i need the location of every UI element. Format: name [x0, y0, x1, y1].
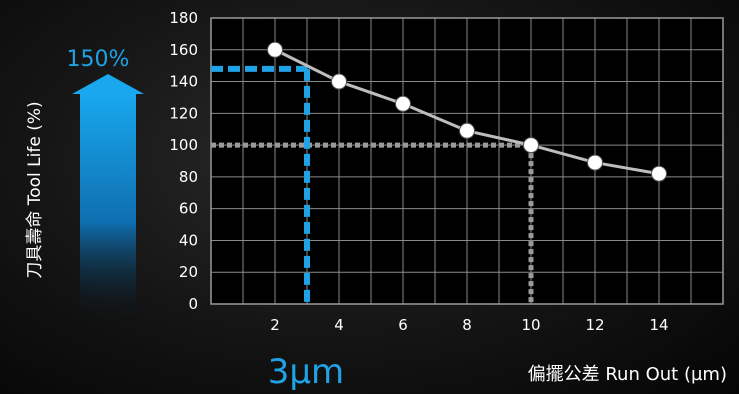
x-tick-label: 10 [521, 316, 540, 334]
x-tick-labels: 2 4 6 8 10 12 14 [270, 316, 668, 334]
x-tick-label: 8 [462, 316, 472, 334]
y-tick-label: 160 [169, 41, 198, 59]
highlight-percent: 150% [67, 47, 130, 72]
x-tick-label: 4 [334, 316, 344, 334]
x-tick-label: 2 [270, 316, 280, 334]
y-tick-label: 180 [169, 9, 198, 27]
y-tick-label: 40 [179, 231, 198, 249]
data-point [459, 122, 475, 139]
x-axis-label: 偏擺公差 Run Out (µm) [528, 364, 727, 385]
y-tick-label: 80 [179, 168, 198, 186]
data-point [523, 137, 539, 154]
data-point [331, 73, 347, 90]
data-point [267, 41, 283, 58]
data-point [651, 165, 667, 182]
y-tick-label: 140 [169, 73, 198, 91]
plot-border [210, 17, 724, 305]
y-tick-label: 60 [179, 200, 198, 218]
x-tick-label: 12 [585, 316, 604, 334]
y-tick-label: 100 [169, 136, 198, 154]
y-tick-label: 20 [179, 263, 198, 281]
x-tick-label: 6 [398, 316, 408, 334]
reference-guides [211, 65, 534, 304]
highlight-runout: 3µm [268, 352, 344, 392]
up-arrow-icon [72, 74, 144, 328]
data-point [395, 95, 411, 112]
y-tick-labels: 0 20 40 60 80 100 120 140 160 180 [169, 9, 198, 313]
y-tick-label: 0 [188, 295, 198, 313]
y-tick-label: 120 [169, 104, 198, 122]
data-point [587, 154, 603, 171]
data-points [267, 41, 667, 182]
y-axis-label: 刀具壽命 Tool Life (%) [25, 101, 45, 278]
x-tick-label: 14 [649, 316, 668, 334]
